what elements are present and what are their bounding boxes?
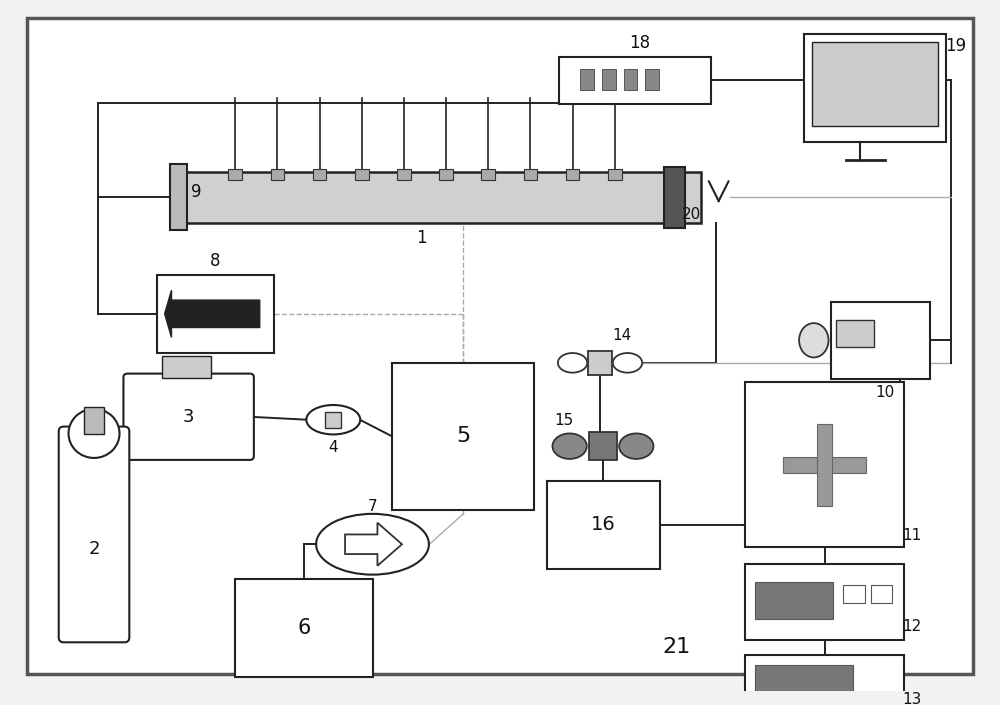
Text: 18: 18 [629,34,650,52]
Bar [439,168,453,180]
Bar [871,585,892,603]
Bar [580,68,594,90]
Bar [325,412,341,427]
Ellipse shape [619,434,653,459]
Text: 9: 9 [191,183,201,201]
Bar [783,457,866,472]
Bar [589,432,617,460]
Text: 7: 7 [368,499,377,515]
Text: 14: 14 [612,328,631,343]
Text: 19: 19 [945,37,967,55]
Bar [588,351,612,374]
Text: 16: 16 [591,515,616,534]
Text: 8: 8 [210,252,221,270]
Bar [608,168,622,180]
Bar [745,382,904,547]
Bar [559,57,711,104]
Bar [170,164,187,231]
FancyBboxPatch shape [59,427,129,642]
Ellipse shape [558,353,587,373]
Bar [755,582,833,619]
Text: 15: 15 [554,413,573,428]
Ellipse shape [799,323,829,357]
Text: 2: 2 [88,540,100,558]
Bar [392,363,534,510]
Bar [162,356,211,378]
Bar [602,68,616,90]
Bar [313,168,326,180]
FancyBboxPatch shape [123,374,254,460]
Bar [817,424,832,506]
Text: 3: 3 [183,407,194,426]
Text: 12: 12 [902,619,921,634]
Bar [235,579,373,677]
Polygon shape [165,290,260,337]
Bar [812,42,938,125]
Ellipse shape [613,353,642,373]
Bar [524,168,537,180]
Bar [181,171,701,223]
Bar [645,68,659,90]
Bar [836,319,874,347]
Bar [804,35,946,142]
Text: 11: 11 [902,528,921,543]
Bar [397,168,411,180]
Ellipse shape [552,434,587,459]
Text: 21: 21 [662,637,691,657]
Bar [157,274,274,353]
Ellipse shape [316,514,429,575]
Bar [831,302,930,379]
Text: 1: 1 [416,229,427,247]
Bar [755,665,853,698]
Bar [481,168,495,180]
Text: 20: 20 [682,207,701,222]
Text: 5: 5 [456,427,470,446]
Ellipse shape [306,405,360,434]
Bar [843,585,865,603]
Bar [745,564,904,640]
Ellipse shape [69,409,120,458]
Bar [547,481,660,569]
Bar [624,68,637,90]
Text: 10: 10 [876,385,895,400]
Bar [664,166,685,228]
Bar [566,168,579,180]
Bar [745,655,904,705]
Polygon shape [345,522,402,566]
Text: 13: 13 [902,692,922,705]
Text: 6: 6 [297,618,311,637]
Bar [84,407,104,434]
Text: 4: 4 [328,440,338,455]
Bar [355,168,369,180]
Bar [271,168,284,180]
Bar [228,168,242,180]
